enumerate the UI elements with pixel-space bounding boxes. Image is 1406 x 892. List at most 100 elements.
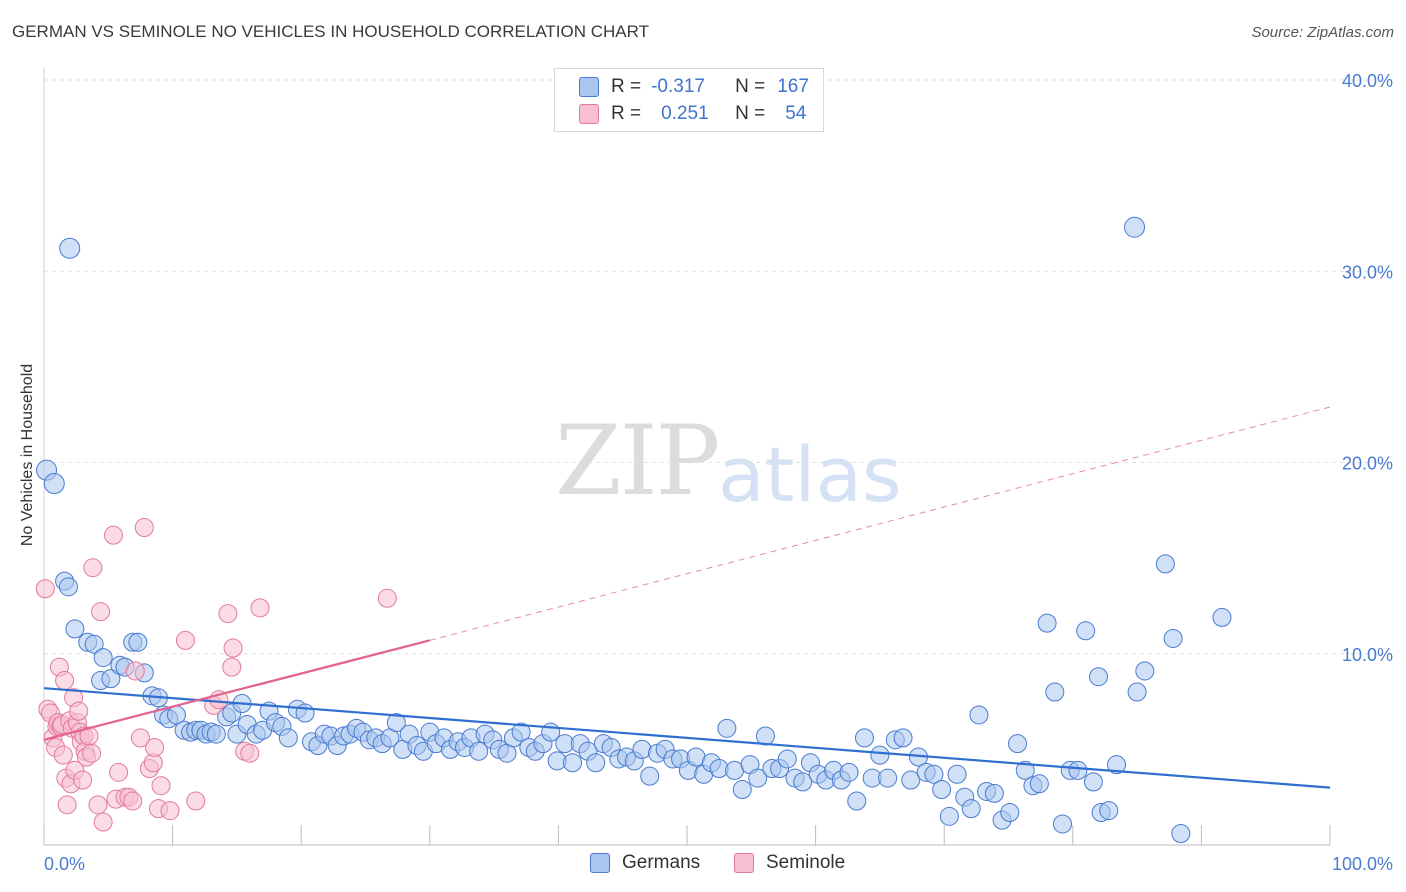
- seminole-point: [151, 776, 171, 796]
- x-tick-label-max: 100.0%: [1332, 854, 1393, 874]
- germans-point: [1076, 621, 1096, 641]
- germans-point: [65, 619, 85, 639]
- germans-point: [939, 806, 959, 826]
- legend-r-value: 0.251: [661, 103, 709, 124]
- germans-point: [1000, 802, 1020, 822]
- germans-point: [947, 764, 967, 784]
- legend-swatch-germans: [579, 77, 599, 97]
- legend-n-label: N =: [735, 76, 766, 97]
- seminole-point: [55, 671, 75, 691]
- germans-point: [793, 772, 813, 792]
- germans-point: [206, 724, 226, 744]
- germans-point: [1037, 613, 1057, 633]
- germans-point: [93, 648, 113, 668]
- germans-point: [1029, 774, 1049, 794]
- y-tick-label: 30.0%: [1342, 262, 1393, 282]
- germans-point: [755, 726, 775, 746]
- series-legend: Germans Seminole: [0, 852, 1406, 878]
- germans-point: [1008, 734, 1028, 754]
- germans-trend-line: [43, 687, 1331, 789]
- seminole-point: [88, 795, 108, 815]
- series-legend-germans[interactable]: Germans: [590, 852, 700, 874]
- legend-n-value: 54: [785, 103, 807, 124]
- seminole-point: [134, 518, 154, 538]
- seminole-point: [82, 743, 102, 763]
- y-tick-label: 10.0%: [1342, 645, 1393, 665]
- germans-point: [295, 703, 315, 723]
- seminole-point: [222, 657, 242, 677]
- seminole-point: [73, 770, 93, 790]
- germans-point: [1212, 607, 1232, 627]
- seminole-point: [240, 743, 260, 763]
- legend-r-label: R =: [611, 103, 642, 124]
- seminole-point: [91, 602, 111, 622]
- germans-point: [854, 728, 874, 748]
- seminole-point: [109, 762, 129, 782]
- legend-swatch-seminole: [579, 104, 599, 124]
- seminole-point: [123, 791, 143, 811]
- seminole-trend-extension: [429, 406, 1331, 641]
- germans-point: [732, 780, 752, 800]
- germans-point: [84, 634, 104, 654]
- y-tick-label: 40.0%: [1342, 71, 1393, 91]
- seminole-point: [83, 558, 103, 578]
- watermark-zip: ZIP: [555, 405, 720, 517]
- series-swatch-seminole: [734, 853, 754, 873]
- seminole-point: [377, 588, 397, 608]
- germans-point: [563, 753, 583, 773]
- seminole-trend-line: [43, 639, 431, 741]
- germans-point: [932, 780, 952, 800]
- germans-point: [961, 799, 981, 819]
- germans-point: [748, 768, 768, 788]
- germans-point: [901, 770, 921, 790]
- germans-point: [101, 669, 121, 689]
- x-tick-label-min: 0.0%: [44, 854, 85, 874]
- germans-point: [839, 762, 859, 782]
- germans-point: [1068, 760, 1088, 780]
- germans-point: [1089, 667, 1109, 687]
- germans-point: [893, 728, 913, 748]
- seminole-point: [250, 598, 270, 618]
- seminole-point: [93, 812, 113, 832]
- seminole-point: [160, 801, 180, 821]
- germans-point: [1045, 682, 1065, 702]
- germans-point: [1127, 682, 1147, 702]
- seminole-point: [175, 630, 195, 650]
- germans-point: [1163, 628, 1183, 648]
- germans-point: [969, 705, 989, 725]
- seminole-point: [69, 701, 89, 721]
- series-swatch-germans: [590, 853, 610, 873]
- seminole-point: [223, 638, 243, 658]
- series-legend-seminole[interactable]: Seminole: [734, 852, 845, 874]
- germans-point: [1083, 772, 1103, 792]
- germans-point: [1155, 554, 1175, 574]
- series-legend-label: Seminole: [766, 852, 846, 873]
- germans-point: [1135, 661, 1155, 681]
- legend-r-label: R =: [611, 76, 642, 97]
- germans-point: [586, 753, 606, 773]
- germans-point: [1124, 216, 1146, 238]
- watermark-atlas: atlas: [718, 430, 902, 519]
- germans-point: [870, 745, 890, 765]
- seminole-point: [57, 795, 77, 815]
- germans-point: [1015, 760, 1035, 780]
- seminole-point: [145, 737, 165, 757]
- seminole-point: [186, 791, 206, 811]
- seminole-point: [218, 604, 238, 624]
- seminole-point: [125, 661, 145, 681]
- seminole-point: [35, 579, 55, 599]
- germans-point: [984, 783, 1004, 803]
- legend-n-value: 167: [777, 76, 809, 97]
- germans-point: [878, 768, 898, 788]
- seminole-point: [53, 745, 73, 765]
- chart-title: GERMAN VS SEMINOLE NO VEHICLES IN HOUSEH…: [12, 22, 649, 41]
- correlation-legend: R = -0.317 N = 167 R = 0.251 N = 54: [554, 68, 824, 132]
- germans-point: [847, 791, 867, 811]
- series-legend-label: Germans: [622, 852, 701, 873]
- germans-point: [1099, 801, 1119, 821]
- legend-row-seminole: R = 0.251 N = 54: [579, 101, 806, 127]
- germans-point: [511, 722, 531, 742]
- seminole-point: [103, 525, 123, 545]
- germans-point: [43, 473, 65, 495]
- germans-point: [58, 577, 78, 597]
